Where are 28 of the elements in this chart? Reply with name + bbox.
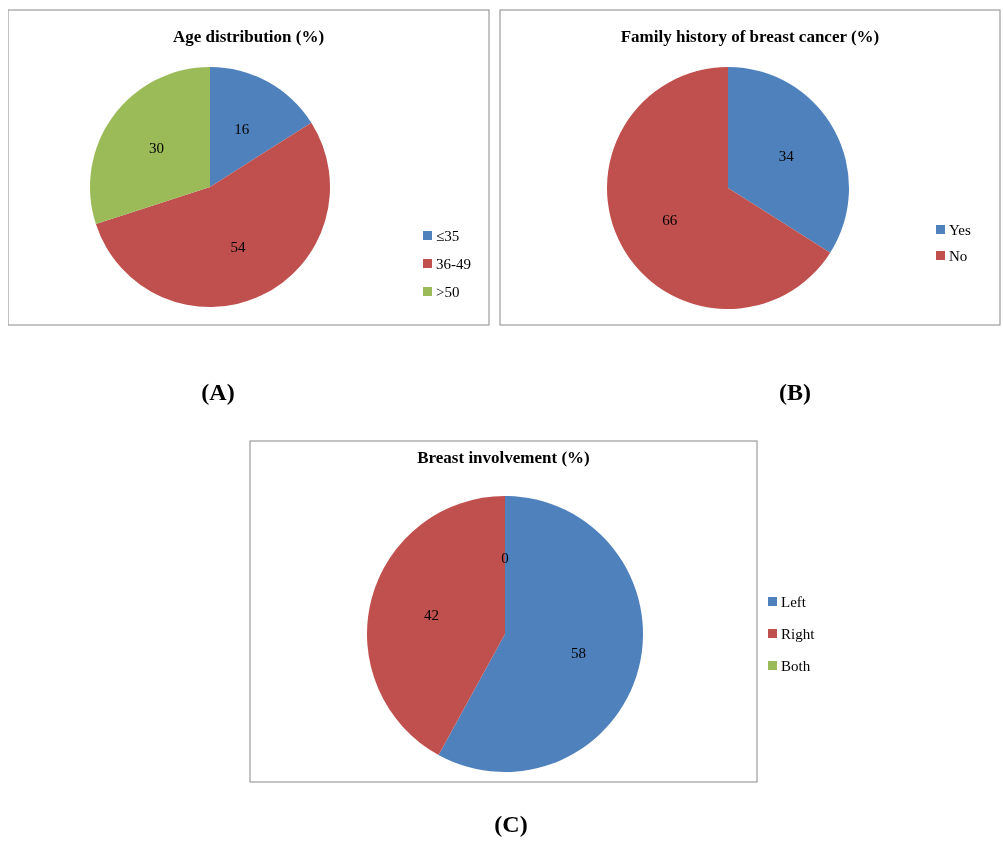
pie-slice xyxy=(728,67,849,253)
data-label: 58 xyxy=(571,645,587,662)
legend-label: Right xyxy=(781,626,816,643)
data-label: 34 xyxy=(778,148,795,165)
pie-slice xyxy=(210,67,312,187)
data-label: 66 xyxy=(662,212,678,229)
data-label: 16 xyxy=(234,121,250,138)
chart-title: Family history of breast cancer (%) xyxy=(620,27,880,46)
legend-label: Both xyxy=(781,658,811,675)
legend-label: Yes xyxy=(949,222,971,239)
chart-title: Age distribution (%) xyxy=(172,27,325,46)
data-label: 42 xyxy=(423,607,439,624)
legend-label: No xyxy=(949,248,968,265)
legend-label: Left xyxy=(781,594,807,611)
legend-label: >50 xyxy=(436,284,460,301)
pie-slice xyxy=(607,67,831,309)
data-label: 54 xyxy=(230,238,247,255)
legend-label: 36-49 xyxy=(436,256,471,273)
chart-title: Breast involvement (%) xyxy=(417,448,590,467)
data-label: 30 xyxy=(149,140,165,157)
pie-slice xyxy=(95,122,330,307)
legend-label: ≤35 xyxy=(436,228,460,245)
text: 0 xyxy=(501,550,509,567)
text: (C) xyxy=(494,811,528,837)
text: (A) xyxy=(201,379,235,405)
text: (B) xyxy=(779,379,811,405)
pie-slice xyxy=(438,496,643,772)
pie-slice xyxy=(90,67,210,225)
